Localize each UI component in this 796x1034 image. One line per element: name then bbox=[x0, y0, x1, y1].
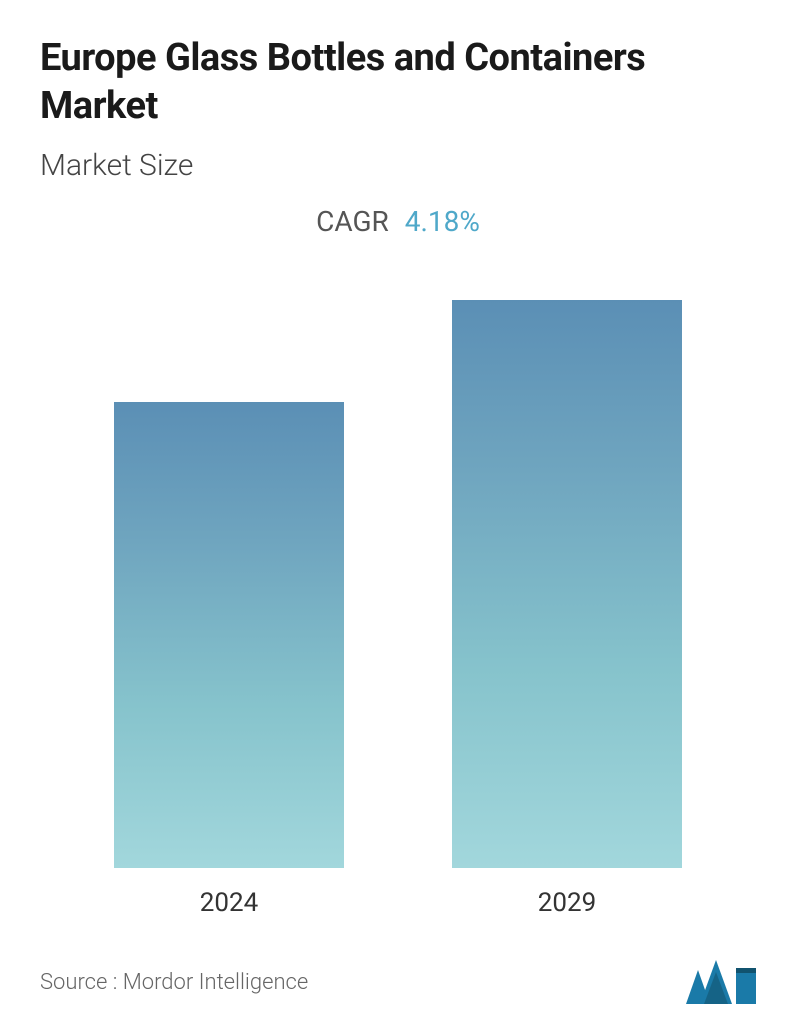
bar-1 bbox=[452, 300, 682, 868]
bar-label-0: 2024 bbox=[200, 888, 258, 918]
bar-0 bbox=[114, 402, 344, 868]
chart-subtitle: Market Size bbox=[40, 148, 756, 183]
brand-logo-icon bbox=[686, 960, 756, 1004]
source-text: Source : Mordor Intelligence bbox=[40, 970, 308, 995]
bar-group-1: 2029 bbox=[452, 298, 682, 918]
cagr-value: 4.18% bbox=[405, 205, 480, 238]
bar-group-0: 2024 bbox=[114, 298, 344, 918]
bar-label-1: 2029 bbox=[538, 888, 596, 918]
cagr-label: CAGR bbox=[316, 205, 389, 238]
footer: Source : Mordor Intelligence bbox=[40, 960, 756, 1004]
bar-chart: 2024 2029 bbox=[40, 298, 756, 918]
chart-title: Europe Glass Bottles and Containers Mark… bbox=[40, 35, 756, 130]
cagr-row: CAGR 4.18% bbox=[40, 205, 756, 238]
